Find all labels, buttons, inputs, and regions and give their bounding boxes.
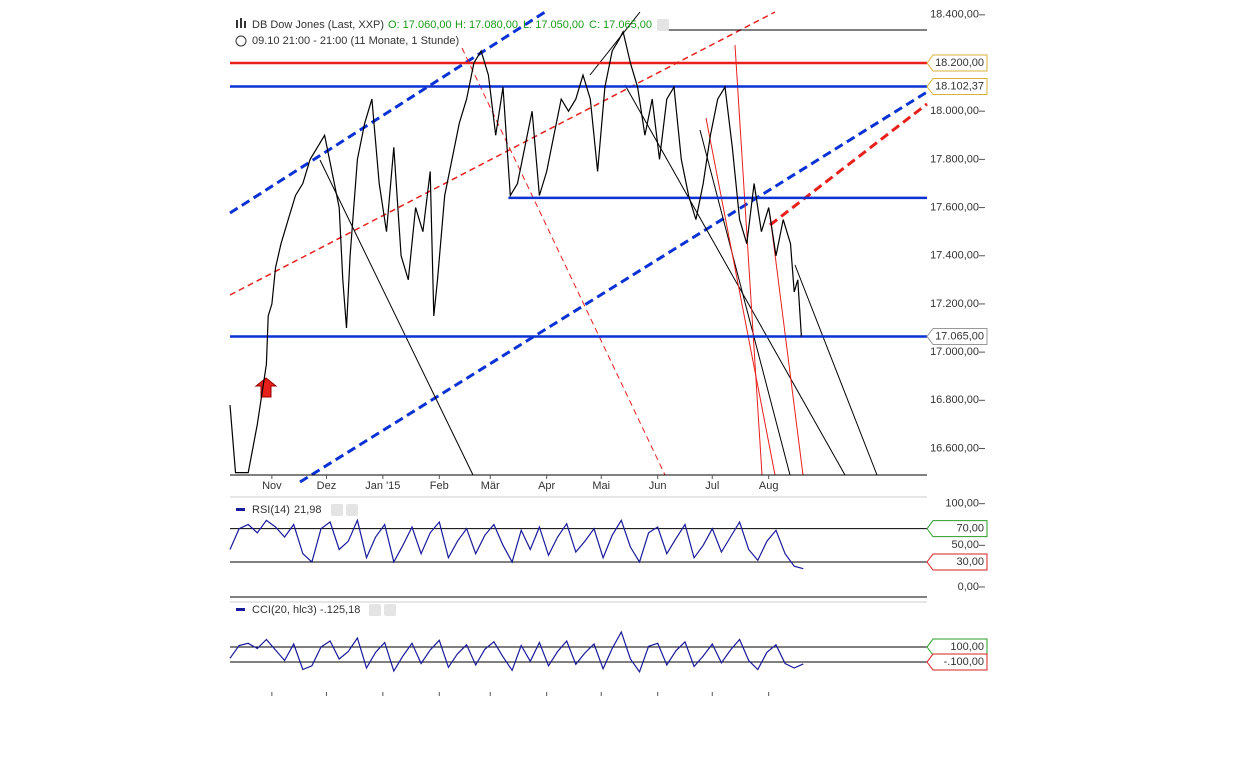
trend-line (794, 264, 878, 476)
chart-icon (244, 21, 246, 28)
trend-line (589, 11, 641, 76)
clock-icon (235, 35, 247, 47)
x-tick-label: Feb (430, 480, 449, 492)
y-tick-label: 17.800,00 (930, 153, 979, 165)
x-tick-label: Nov (262, 480, 282, 492)
y-tick-label: 17.400,00 (930, 250, 979, 262)
y-tick-label: 17.600,00 (930, 201, 979, 213)
x-tick-label: Jan '15 (365, 480, 400, 492)
close-button[interactable] (384, 604, 396, 616)
trend-line (299, 90, 928, 484)
indicator-title: CCI(20, hlc3) (252, 604, 317, 616)
trend-lines (229, 10, 928, 484)
x-tick-label: Mär (481, 480, 500, 492)
level-tag (926, 653, 988, 671)
x-tick-label: Jul (705, 480, 719, 492)
trend-line (229, 10, 546, 215)
x-tick-label: Jun (649, 480, 667, 492)
header: DB Dow Jones (Last, XXP) O: 17.060,00 H:… (235, 18, 669, 616)
chart-title: DB Dow Jones (Last, XXP) (252, 19, 384, 31)
legend-swatch (236, 508, 245, 511)
signal-arrow (254, 377, 278, 398)
trend-line (769, 102, 928, 227)
trend-line (705, 117, 776, 476)
trend-line (699, 129, 791, 476)
x-tick-label: Aug (759, 480, 779, 492)
ohlc-value: H: 17.080,00 (455, 19, 518, 31)
y-tick-label: 17.000,00 (930, 346, 979, 358)
level-tag (926, 638, 988, 656)
level-tag (926, 327, 988, 345)
ohlc-value: L: 17.050,00 (523, 19, 584, 31)
indicator-title: RSI(14) (252, 504, 290, 516)
level-label: 100,00 (950, 641, 984, 653)
x-tick-label: Apr (538, 480, 555, 492)
level-label: 18.200,00 (935, 57, 984, 69)
ohlc-value: C: 17.065,00 (589, 19, 652, 31)
y-tick-label: 17.200,00 (930, 298, 979, 310)
y-tick-label: 50,00 (951, 539, 979, 551)
trend-line (229, 11, 776, 296)
level-label: 30,00 (956, 556, 984, 568)
y-tick-label: 16.600,00 (930, 442, 979, 454)
series-line (229, 29, 802, 474)
close-button[interactable] (346, 504, 358, 516)
x-tick-label: Dez (317, 480, 337, 492)
chart-icon (240, 18, 242, 28)
level-label: 17.065,00 (935, 330, 984, 342)
trend-line (624, 84, 846, 476)
ohlc-value: O: 17.060,00 (388, 19, 452, 31)
indicator-value: -.125,18 (320, 604, 360, 616)
legend-swatch (236, 608, 245, 611)
trend-line (461, 47, 666, 476)
level-tag (926, 54, 988, 72)
y-tick-label: 100,00 (945, 498, 979, 510)
settings-button[interactable] (331, 504, 343, 516)
series-line (229, 630, 804, 674)
level-label: -.100,00 (944, 656, 984, 668)
y-tick-label: 16.800,00 (930, 394, 979, 406)
settings-button[interactable] (657, 19, 669, 31)
x-tick-label: Mai (592, 480, 610, 492)
settings-button[interactable] (369, 604, 381, 616)
y-tick-label: 0,00 (958, 581, 979, 593)
y-tick-label: 18.000,00 (930, 105, 979, 117)
level-tag (926, 553, 988, 571)
trend-line (769, 214, 804, 476)
y-tick-label: 18.400,00 (930, 9, 979, 21)
level-label: 70,00 (956, 523, 984, 535)
level-tag (926, 520, 988, 538)
trend-line (734, 44, 763, 476)
chart-subtitle: 09.10 21:00 - 21:00 (11 Monate, 1 Stunde… (252, 35, 459, 47)
chart-icon (236, 20, 238, 28)
indicator-value: 21,98 (294, 504, 322, 516)
level-label: 18.102,37 (935, 80, 984, 92)
level-tag (926, 78, 988, 96)
series-line (229, 518, 804, 570)
trend-line (319, 159, 474, 476)
